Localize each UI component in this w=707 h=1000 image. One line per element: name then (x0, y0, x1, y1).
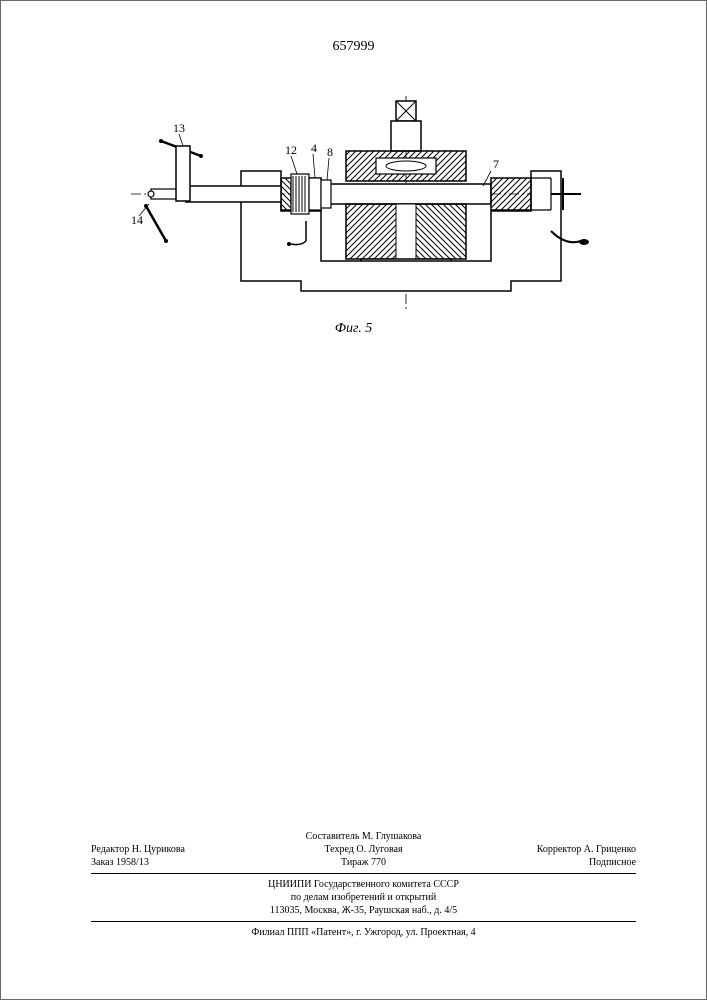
callout-12: 12 (285, 143, 297, 157)
patent-number: 657999 (1, 39, 706, 55)
callout-13: 13 (173, 121, 185, 135)
figure-drawing: 13 14 12 4 8 7 (91, 86, 591, 316)
figure-label: Фиг. 5 (1, 321, 706, 337)
subscription-line: Подписное (454, 856, 636, 869)
footer-divider-1 (91, 873, 636, 874)
address-2: Филиал ППП «Патент», г. Ужгород, ул. Про… (91, 926, 636, 939)
footer-divider-2 (91, 921, 636, 922)
techred-line: Техред О. Луговая (273, 843, 455, 856)
org-line-2: по делам изобретений и открытий (91, 891, 636, 904)
order-line: Заказ 1958/13 (91, 856, 273, 869)
compiler-line: Составитель М. Глушакова (91, 830, 636, 843)
tiraz-line: Тираж 770 (273, 856, 455, 869)
callout-7: 7 (493, 157, 499, 171)
corrector-line: Корректор А. Гриценко (454, 843, 636, 856)
editor-line: Редактор Н. Цурикова (91, 843, 273, 856)
footer-block: Составитель М. Глушакова Редактор Н. Цур… (91, 830, 636, 939)
callout-14: 14 (131, 213, 143, 227)
address-1: 113035, Москва, Ж-35, Раушская наб., д. … (91, 904, 636, 917)
org-line-1: ЦНИИПИ Государственного комитета СССР (91, 878, 636, 891)
callout-8: 8 (327, 145, 333, 159)
callout-4: 4 (311, 141, 317, 155)
